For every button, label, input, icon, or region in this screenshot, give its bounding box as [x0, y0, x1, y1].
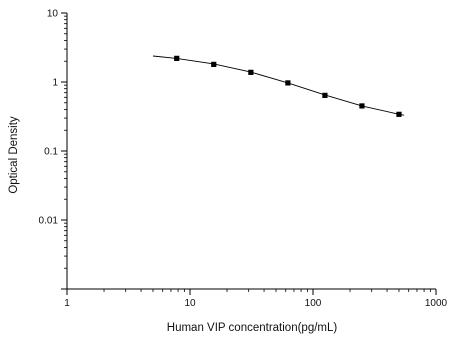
fit-curve — [152, 55, 405, 116]
x-axis-ticks: 1 10 100 1000 — [64, 289, 448, 309]
y-tick-label: 0.01 — [39, 216, 59, 227]
x-tick-label: 100 — [305, 298, 322, 309]
fit-curve-layer — [152, 55, 405, 116]
x-tick-label: 10 — [184, 298, 196, 309]
y-axis-ticks: 10 1 0.1 0.01 — [39, 9, 67, 290]
plot-frame — [66, 13, 436, 290]
x-axis-title: Human VIP concentration(pg/mL) — [167, 322, 338, 334]
data-points-layer — [174, 55, 402, 117]
data-point — [359, 103, 365, 109]
y-tick-label: 10 — [47, 9, 59, 20]
x-tick-label: 1000 — [425, 298, 448, 309]
data-point — [174, 55, 180, 61]
y-axis-title: Optical Density — [8, 116, 20, 194]
y-tick-label: 1 — [52, 78, 58, 89]
data-point — [322, 92, 328, 98]
x-tick-label: 1 — [64, 298, 70, 309]
data-point — [248, 69, 254, 75]
data-point — [396, 111, 402, 117]
data-point — [211, 61, 217, 67]
data-point — [285, 80, 291, 86]
y-tick-label: 0.1 — [44, 147, 58, 158]
